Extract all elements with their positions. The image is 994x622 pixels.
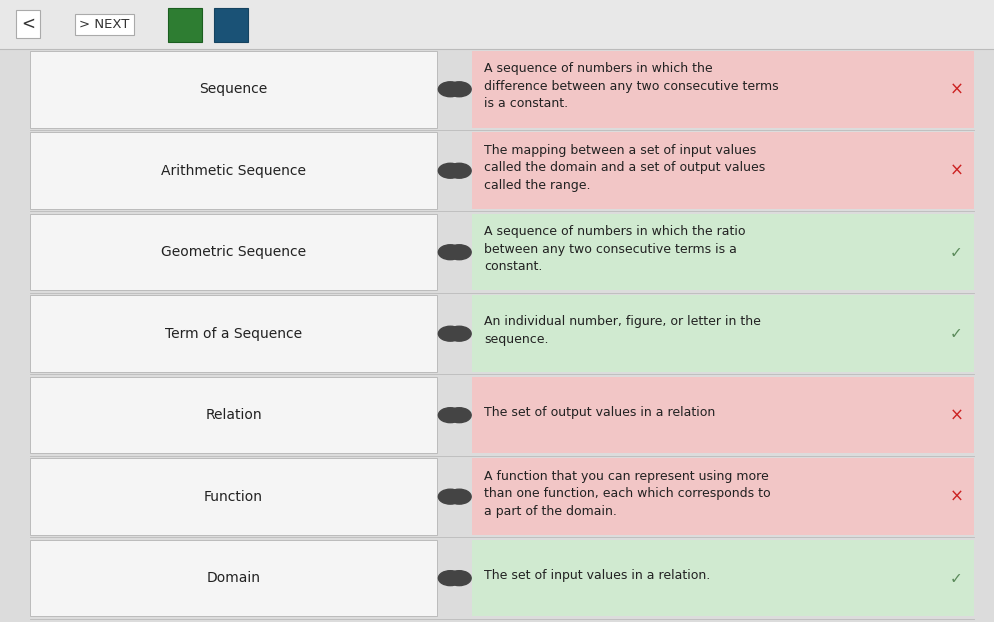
Circle shape	[438, 163, 462, 178]
Text: ×: ×	[949, 162, 963, 180]
Circle shape	[447, 326, 471, 341]
FancyBboxPatch shape	[30, 458, 437, 535]
Text: Arithmetic Sequence: Arithmetic Sequence	[161, 164, 306, 178]
Text: The set of output values in a relation: The set of output values in a relation	[484, 406, 716, 419]
Circle shape	[447, 408, 471, 423]
Text: A sequence of numbers in which the
difference between any two consecutive terms
: A sequence of numbers in which the diffe…	[484, 62, 778, 110]
FancyBboxPatch shape	[472, 458, 974, 535]
Circle shape	[447, 163, 471, 178]
Text: Relation: Relation	[206, 408, 261, 422]
Text: ×: ×	[949, 406, 963, 424]
Circle shape	[438, 81, 462, 96]
Circle shape	[447, 81, 471, 96]
Circle shape	[438, 408, 462, 423]
Circle shape	[447, 489, 471, 504]
FancyBboxPatch shape	[168, 8, 202, 42]
Circle shape	[447, 571, 471, 586]
FancyBboxPatch shape	[472, 295, 974, 372]
FancyBboxPatch shape	[30, 540, 437, 616]
FancyBboxPatch shape	[30, 51, 437, 128]
Text: Function: Function	[204, 490, 263, 504]
FancyBboxPatch shape	[30, 295, 437, 372]
Text: ✓: ✓	[950, 570, 962, 586]
Circle shape	[438, 326, 462, 341]
Circle shape	[438, 244, 462, 260]
Text: The set of input values in a relation.: The set of input values in a relation.	[484, 569, 711, 582]
Text: Term of a Sequence: Term of a Sequence	[165, 327, 302, 341]
Text: ✓: ✓	[950, 326, 962, 341]
Text: Domain: Domain	[207, 571, 260, 585]
Circle shape	[438, 489, 462, 504]
Text: <: <	[21, 16, 35, 33]
FancyBboxPatch shape	[30, 132, 437, 209]
Circle shape	[447, 244, 471, 260]
Text: Sequence: Sequence	[200, 82, 267, 96]
FancyBboxPatch shape	[472, 132, 974, 209]
FancyBboxPatch shape	[0, 0, 994, 49]
Text: ×: ×	[949, 488, 963, 506]
FancyBboxPatch shape	[472, 51, 974, 128]
FancyBboxPatch shape	[30, 214, 437, 290]
Text: ×: ×	[949, 80, 963, 98]
Text: An individual number, figure, or letter in the
sequence.: An individual number, figure, or letter …	[484, 315, 761, 346]
Circle shape	[438, 571, 462, 586]
Text: ✓: ✓	[950, 244, 962, 260]
FancyBboxPatch shape	[472, 377, 974, 453]
FancyBboxPatch shape	[30, 377, 437, 453]
FancyBboxPatch shape	[472, 540, 974, 616]
FancyBboxPatch shape	[472, 214, 974, 290]
Text: > NEXT: > NEXT	[80, 18, 129, 30]
Text: The mapping between a set of input values
called the domain and a set of output : The mapping between a set of input value…	[484, 144, 765, 192]
FancyBboxPatch shape	[214, 8, 248, 42]
Text: A function that you can represent using more
than one function, each which corre: A function that you can represent using …	[484, 470, 770, 518]
Text: Geometric Sequence: Geometric Sequence	[161, 245, 306, 259]
Text: A sequence of numbers in which the ratio
between any two consecutive terms is a
: A sequence of numbers in which the ratio…	[484, 225, 746, 273]
